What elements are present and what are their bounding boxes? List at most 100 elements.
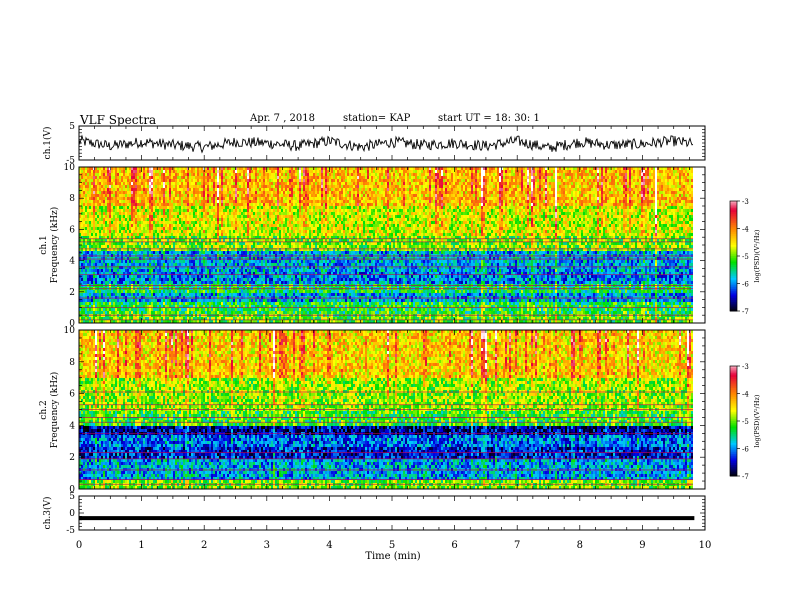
spectrogram-cell [91, 269, 93, 272]
spectrogram-cell [249, 179, 251, 182]
spectrogram-cell [249, 251, 251, 254]
spectrogram-cell [101, 245, 103, 248]
spectrogram-cell [89, 191, 91, 194]
spectrogram-cell [83, 170, 85, 173]
spectrogram-cell [183, 278, 185, 281]
spectrogram-cell [101, 224, 103, 227]
spectrogram-cell [169, 293, 171, 296]
spectrogram-cell [227, 182, 229, 185]
spectrogram-cell [191, 278, 193, 281]
spectrogram-cell [187, 182, 189, 185]
spectrogram-cell [197, 263, 199, 266]
spectrogram-cell [85, 212, 87, 215]
spectrogram-cell [109, 197, 111, 200]
spectrogram-cell [253, 293, 255, 296]
spectrogram-cell [217, 179, 219, 182]
spectrogram-cell [233, 293, 235, 296]
spectrogram-cell [197, 218, 199, 221]
spectrogram-cell [183, 251, 185, 254]
spectrogram-cell [247, 248, 249, 251]
spectrogram-cell [239, 242, 241, 245]
spectrogram-cell [161, 311, 163, 314]
spectrogram-cell [153, 194, 155, 197]
spectrogram-cell [187, 215, 189, 218]
spectrogram-cell [197, 290, 199, 293]
spectrogram-cell [95, 275, 97, 278]
spectrogram-cell [171, 308, 173, 311]
spectrogram-cell [241, 215, 243, 218]
spectrogram-cell [175, 293, 177, 296]
spectrogram-cell [133, 275, 135, 278]
spectrogram-cell [263, 215, 265, 218]
spectrogram-cell [199, 293, 201, 296]
spectrogram-cell [245, 188, 247, 191]
spectrogram-cell [167, 206, 169, 209]
spectrogram-cell [135, 227, 137, 230]
spectrogram-cell [171, 173, 173, 176]
spectrogram-cell [109, 209, 111, 212]
spectrogram-cell [103, 170, 105, 173]
spectrogram-cell [257, 209, 259, 212]
spectrogram-cell [139, 290, 141, 293]
spectrogram-cell [123, 194, 125, 197]
spectrogram-cell [221, 308, 223, 311]
spectrogram-cell [219, 221, 221, 224]
spectrogram-cell [87, 275, 89, 278]
spectrogram-cell [159, 257, 161, 260]
spectrogram-cell [215, 185, 217, 188]
spectrogram-cell [151, 221, 153, 224]
spectrogram-cell [89, 209, 91, 212]
spectrogram-cell [217, 212, 219, 215]
spectrogram-cell [257, 308, 259, 311]
spectrogram-cell [259, 296, 261, 299]
spectrogram-cell [165, 227, 167, 230]
spectrogram-cell [143, 302, 145, 305]
spectrogram-cell [243, 203, 245, 206]
spectrogram-cell [91, 215, 93, 218]
spectrogram-cell [81, 293, 83, 296]
spectrogram-cell [163, 311, 165, 314]
spectrogram-cell [177, 182, 179, 185]
spectrogram-cell [211, 209, 213, 212]
spectrogram-cell [159, 179, 161, 182]
spectrogram-cell [219, 209, 221, 212]
spectrogram-cell [171, 248, 173, 251]
spectrogram-cell [251, 209, 253, 212]
spectrogram-cell [245, 302, 247, 305]
spectrogram-cell [189, 251, 191, 254]
spectrogram-cell [225, 182, 227, 185]
spectrogram-cell [251, 311, 253, 314]
spectrogram-cell [113, 242, 115, 245]
spectrogram-cell [167, 209, 169, 212]
spectrogram-cell [155, 311, 157, 314]
spectrogram-cell [245, 242, 247, 245]
spectrogram-cell [211, 221, 213, 224]
spectrogram-cell [241, 212, 243, 215]
spectrogram-cell [209, 191, 211, 194]
spectrogram-cell [123, 224, 125, 227]
spectrogram-cell [123, 185, 125, 188]
spectrogram-cell [117, 308, 119, 311]
spectrogram-cell [135, 215, 137, 218]
spectrogram-cell [105, 245, 107, 248]
spectrogram-cell [209, 293, 211, 296]
spectrogram-cell [257, 293, 259, 296]
spectrogram-cell [115, 221, 117, 224]
spectrogram-cell [99, 263, 101, 266]
spectrogram-cell [203, 227, 205, 230]
spectrogram-cell [217, 215, 219, 218]
spectrogram-cell [169, 191, 171, 194]
spectrogram-cell [101, 302, 103, 305]
spectrogram-cell [215, 248, 217, 251]
spectrogram-cell [243, 248, 245, 251]
spectrogram-cell [235, 260, 237, 263]
spectrogram-cell [81, 281, 83, 284]
spectrogram-cell [157, 233, 159, 236]
spectrogram-cell [259, 185, 261, 188]
spectrogram-cell [227, 218, 229, 221]
spectrogram-cell [107, 233, 109, 236]
spectrogram-cell [215, 206, 217, 209]
spectrogram-cell [217, 251, 219, 254]
spectrogram-cell [111, 281, 113, 284]
spectrogram-cell [83, 311, 85, 314]
